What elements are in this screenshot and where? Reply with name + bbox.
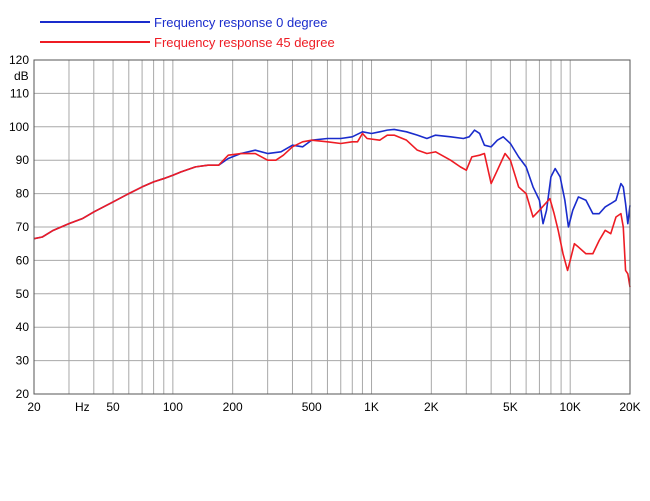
y-tick-label: 60 [16,253,30,267]
legend-label-1: Frequency response 45 degree [154,35,335,50]
y-axis-label: dB [14,69,29,83]
y-tick-label: 90 [16,153,30,167]
x-tick-label: 1K [364,400,379,414]
y-tick-label: 120 [9,53,29,67]
x-tick-label: 500 [302,400,322,414]
y-tick-label: 110 [10,86,29,100]
x-tick-label: 2K [424,400,439,414]
y-tick-label: 50 [16,287,30,301]
x-tick-label: 5K [503,400,518,414]
y-tick-label: 100 [9,120,29,134]
x-tick-label: 20 [27,400,41,414]
y-axis: 20 30 40 50 60 70 80 90 100 110 120 [9,53,29,401]
y-tick-label: 30 [16,354,30,368]
plot-frame [33,59,631,395]
y-tick-label: 80 [16,187,30,201]
legend-label-0: Frequency response 0 degree [154,15,327,30]
x-tick-label: 20K [619,400,640,414]
y-tick-label: 20 [16,387,30,401]
legend: Frequency response 0 degree Frequency res… [40,15,335,50]
grid [34,60,630,394]
x-tick-label: 10K [560,400,581,414]
x-axis: 20 Hz 50 100 200 500 1K 2K 5K 10K 20K [27,400,640,414]
x-tick-label: 200 [223,400,243,414]
series-group [33,128,631,288]
x-tick-label: 50 [106,400,120,414]
x-tick-label: 100 [163,400,183,414]
x-tick-label: Hz [75,400,90,414]
y-tick-label: 70 [16,220,30,234]
y-tick-label: 40 [16,320,30,334]
series-line-1 [33,132,631,288]
